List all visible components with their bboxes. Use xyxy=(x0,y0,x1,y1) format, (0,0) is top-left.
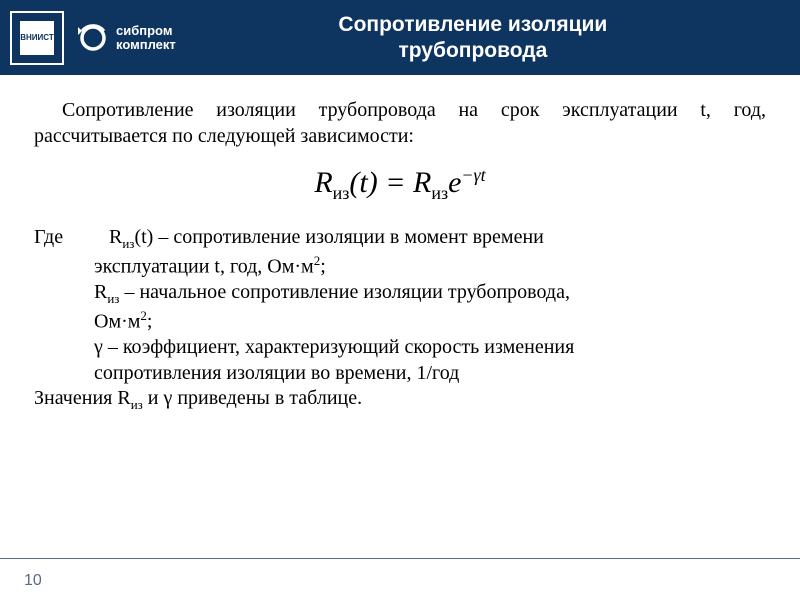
formula-eq: = xyxy=(378,166,413,199)
def3-cont: сопротивления изоляции во времени, 1/год xyxy=(94,362,459,384)
formula-lhs-sub: из xyxy=(333,183,350,203)
def1-sub: из xyxy=(122,236,134,251)
formula-arg: (t) xyxy=(349,166,377,199)
title-line2: трубопровода xyxy=(398,39,547,62)
def2-sub: из xyxy=(107,291,119,306)
def1-var: R xyxy=(109,226,122,248)
logo-sibprom-text: сибпром комплект xyxy=(116,24,176,52)
def4-a: Значения R xyxy=(34,387,131,409)
main-formula: Rиз(t) = Rизe−γt xyxy=(34,163,766,205)
def1-cont: эксплуатации t, год, Ом·м xyxy=(94,256,314,278)
formula-sup: −γt xyxy=(461,165,485,185)
formula-lhs-R: R xyxy=(314,166,332,199)
def2-text: – начальное сопротивление изоляции трубо… xyxy=(119,281,570,303)
def-r-iz: Rиз – начальное сопротивление изоляции т… xyxy=(34,280,766,308)
formula-e: e xyxy=(448,166,461,199)
logo-sibprom-line1: сибпром xyxy=(116,24,176,38)
logo-sibprom-icon xyxy=(76,21,110,55)
slide-header: ВНИИСТ сибпром комплект Сопротивление из… xyxy=(0,0,800,75)
slide-title: Сопротивление изоляции трубопровода xyxy=(176,12,800,64)
logo-vniist: ВНИИСТ xyxy=(20,21,54,55)
title-line1: Сопротивление изоляции xyxy=(338,13,607,36)
def-r-iz-t: Где Rиз(t) – сопротивление изоляции в мо… xyxy=(34,225,766,253)
def4-sub: из xyxy=(131,397,143,412)
logo-sibprom: сибпром комплект xyxy=(76,21,176,55)
logo-sibprom-line2: комплект xyxy=(116,38,176,52)
formula-rhs-sub: из xyxy=(431,183,448,203)
definitions: Где Rиз(t) – сопротивление изоляции в мо… xyxy=(34,225,766,414)
def-gamma: γ – коэффициент, характеризующий скорост… xyxy=(34,335,766,361)
def4-b: и γ приведены в таблице. xyxy=(143,387,362,409)
def-table-note: Значения Rиз и γ приведены в таблице. xyxy=(34,386,766,414)
def-gamma-cont: сопротивления изоляции во времени, 1/год xyxy=(34,361,766,387)
def1-text: (t) – сопротивление изоляции в момент вр… xyxy=(134,226,543,248)
formula-rhs-R: R xyxy=(413,166,431,199)
def-r-iz-t-cont: эксплуатации t, год, Ом·м2; xyxy=(34,253,766,280)
def2-var: R xyxy=(94,281,107,303)
def2-cont: Ом·м xyxy=(94,311,140,333)
def-r-iz-cont: Ом·м2; xyxy=(34,308,766,335)
slide-footer: 10 xyxy=(0,558,800,600)
def1-end: ; xyxy=(320,256,326,278)
def3-text: γ – коэффициент, характеризующий скорост… xyxy=(94,336,574,358)
slide-body: Сопротивление изоляции трубопровода на с… xyxy=(0,75,800,414)
where-label: Где xyxy=(34,225,94,251)
page-number: 10 xyxy=(24,572,42,590)
logo-vniist-box: ВНИИСТ xyxy=(10,11,64,65)
def2-end: ; xyxy=(147,311,153,333)
intro-text: Сопротивление изоляции трубопровода на с… xyxy=(34,97,766,149)
